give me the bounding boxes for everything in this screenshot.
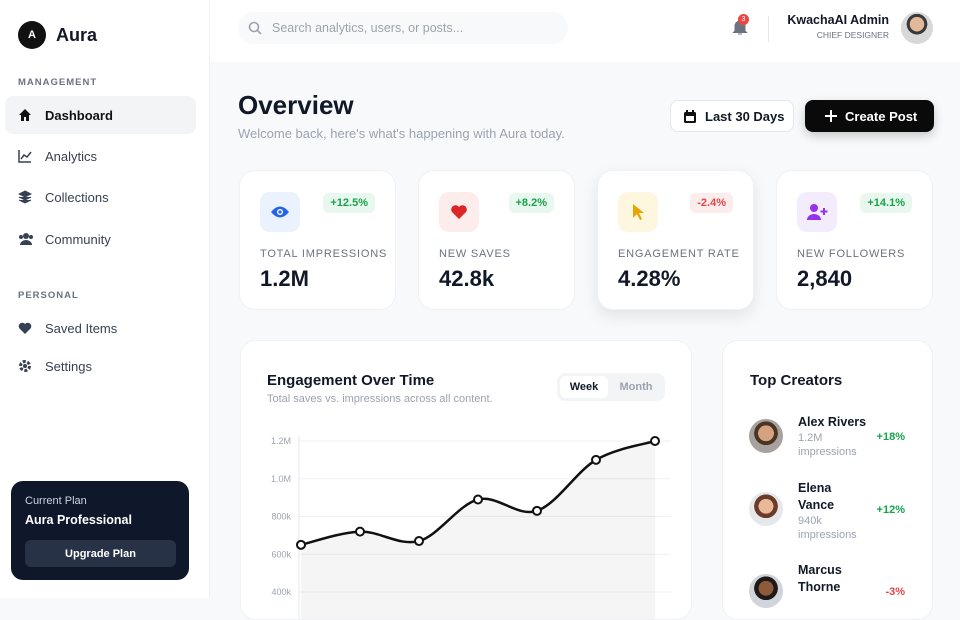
user-avatar[interactable]	[901, 12, 933, 44]
nav-item[interactable]: Saved Items	[5, 309, 196, 347]
point	[296, 539, 306, 550]
nav-item[interactable]: Collections	[5, 178, 196, 216]
stat-icon	[439, 192, 479, 232]
creator-name: Elena Vance	[798, 481, 835, 512]
nav-item[interactable]: Settings	[5, 347, 196, 385]
point	[591, 454, 601, 465]
creator-avatar	[749, 492, 783, 526]
range-label: Last 30 Days	[705, 108, 785, 124]
user-role: CHIEF DESIGNER	[816, 30, 889, 40]
creator-change: +18%	[876, 431, 905, 443]
page-title: Overview	[238, 90, 354, 120]
user-name: KwachaAI Admin	[787, 13, 889, 27]
chart-subtitle: Total saves vs. impressions across all c…	[267, 393, 493, 405]
stat-card: -2.4% ENGAGEMENT RATE 4.28%	[597, 170, 754, 310]
y-tick-label: 400k	[271, 587, 291, 597]
search-icon	[248, 21, 262, 35]
stat-label: NEW SAVES	[439, 248, 511, 260]
section-heading: MANAGEMENT	[18, 77, 98, 88]
stat-card: +12.5% TOTAL IMPRESSIONS 1.2M	[239, 170, 396, 310]
nav-label: Saved Items	[45, 320, 118, 336]
creator-stat: 940k impressions	[798, 515, 857, 541]
stat-label: TOTAL IMPRESSIONS	[260, 248, 388, 260]
creators-card: Top Creators Alex Rivers 1.2M impression…	[722, 340, 933, 620]
divider	[768, 16, 769, 42]
nav-label: Settings	[45, 358, 92, 374]
creator-name: Alex Rivers	[798, 415, 867, 429]
toggle-week[interactable]: Week	[560, 376, 608, 398]
point	[414, 536, 424, 547]
stat-change: +8.2%	[508, 193, 554, 213]
stat-icon	[618, 192, 658, 232]
stat-change: +12.5%	[323, 193, 375, 213]
stat-value: 4.28%	[618, 266, 681, 291]
plan-card: Current Plan Aura Professional Upgrade P…	[11, 481, 189, 580]
creator-change: -3%	[885, 586, 905, 598]
sidebar: A Aura MANAGEMENT Dashboard Analytics Co…	[0, 0, 210, 598]
y-tick-label: 1.0M	[271, 474, 291, 484]
nav-item[interactable]: Dashboard	[5, 96, 196, 134]
stat-label: ENGAGEMENT RATE	[618, 248, 740, 260]
nav-label: Analytics	[45, 148, 98, 164]
line-chart: 1.2M 1.0M 800k 600k 400k	[271, 436, 671, 619]
plan-label: Current Plan	[25, 495, 87, 507]
page-subtitle: Welcome back, here's what's happening wi…	[238, 126, 565, 141]
nav-label: Collections	[45, 189, 109, 205]
stat-value: 42.8k	[439, 266, 495, 291]
point	[532, 505, 542, 516]
stat-card: +8.2% NEW SAVES 42.8k	[418, 170, 575, 310]
search-placeholder: Search analytics, users, or posts...	[272, 21, 464, 35]
chart-card: Engagement Over Time Total saves vs. imp…	[240, 340, 692, 620]
y-tick-label: 1.2M	[271, 436, 291, 446]
creator-avatar	[749, 574, 783, 608]
stat-value: 2,840	[797, 266, 853, 291]
stat-change: -2.4%	[690, 193, 733, 213]
nav-item[interactable]: Community	[5, 220, 196, 258]
range-button[interactable]: Last 30 Days	[670, 100, 794, 132]
creators-title: Top Creators	[750, 372, 843, 389]
search-box[interactable]: Search analytics, users, or posts...	[238, 12, 568, 44]
plan-name: Aura Professional	[25, 513, 132, 527]
stat-card: +14.1% NEW FOLLOWERS 2,840	[776, 170, 933, 310]
upgrade-button[interactable]: Upgrade Plan	[25, 540, 176, 567]
chart-title: Engagement Over Time	[267, 372, 435, 389]
notification-count: 3	[738, 14, 749, 25]
creator-name: Marcus Thorne	[798, 563, 842, 594]
create-button[interactable]: Create Post	[805, 100, 934, 132]
creator-avatar	[749, 419, 783, 453]
y-tick-label: 800k	[271, 512, 291, 522]
creator-change: +12%	[876, 504, 905, 516]
stat-change: +14.1%	[860, 193, 912, 213]
point	[473, 494, 483, 505]
stat-icon	[797, 192, 837, 232]
toggle-month[interactable]: Month	[619, 381, 653, 393]
creator-stat: 1.2M impressions	[798, 432, 857, 458]
stat-value: 1.2M	[260, 266, 309, 291]
point	[355, 526, 365, 537]
point	[650, 436, 660, 446]
stat-label: NEW FOLLOWERS	[797, 248, 906, 260]
chart-toggle: Week Month	[557, 373, 665, 401]
section-heading: PERSONAL	[18, 290, 79, 301]
area	[301, 441, 655, 619]
y-tick-label: 600k	[271, 549, 291, 559]
nav-label: Dashboard	[45, 107, 113, 123]
stat-icon	[260, 192, 300, 232]
nav-label: Community	[45, 231, 111, 247]
topbar: Search analytics, users, or posts... 3 K…	[210, 0, 960, 62]
nav-item[interactable]: Analytics	[5, 137, 196, 175]
create-label: Create Post	[845, 108, 918, 124]
logo: A	[18, 21, 46, 49]
brand-name: Aura	[56, 25, 98, 45]
